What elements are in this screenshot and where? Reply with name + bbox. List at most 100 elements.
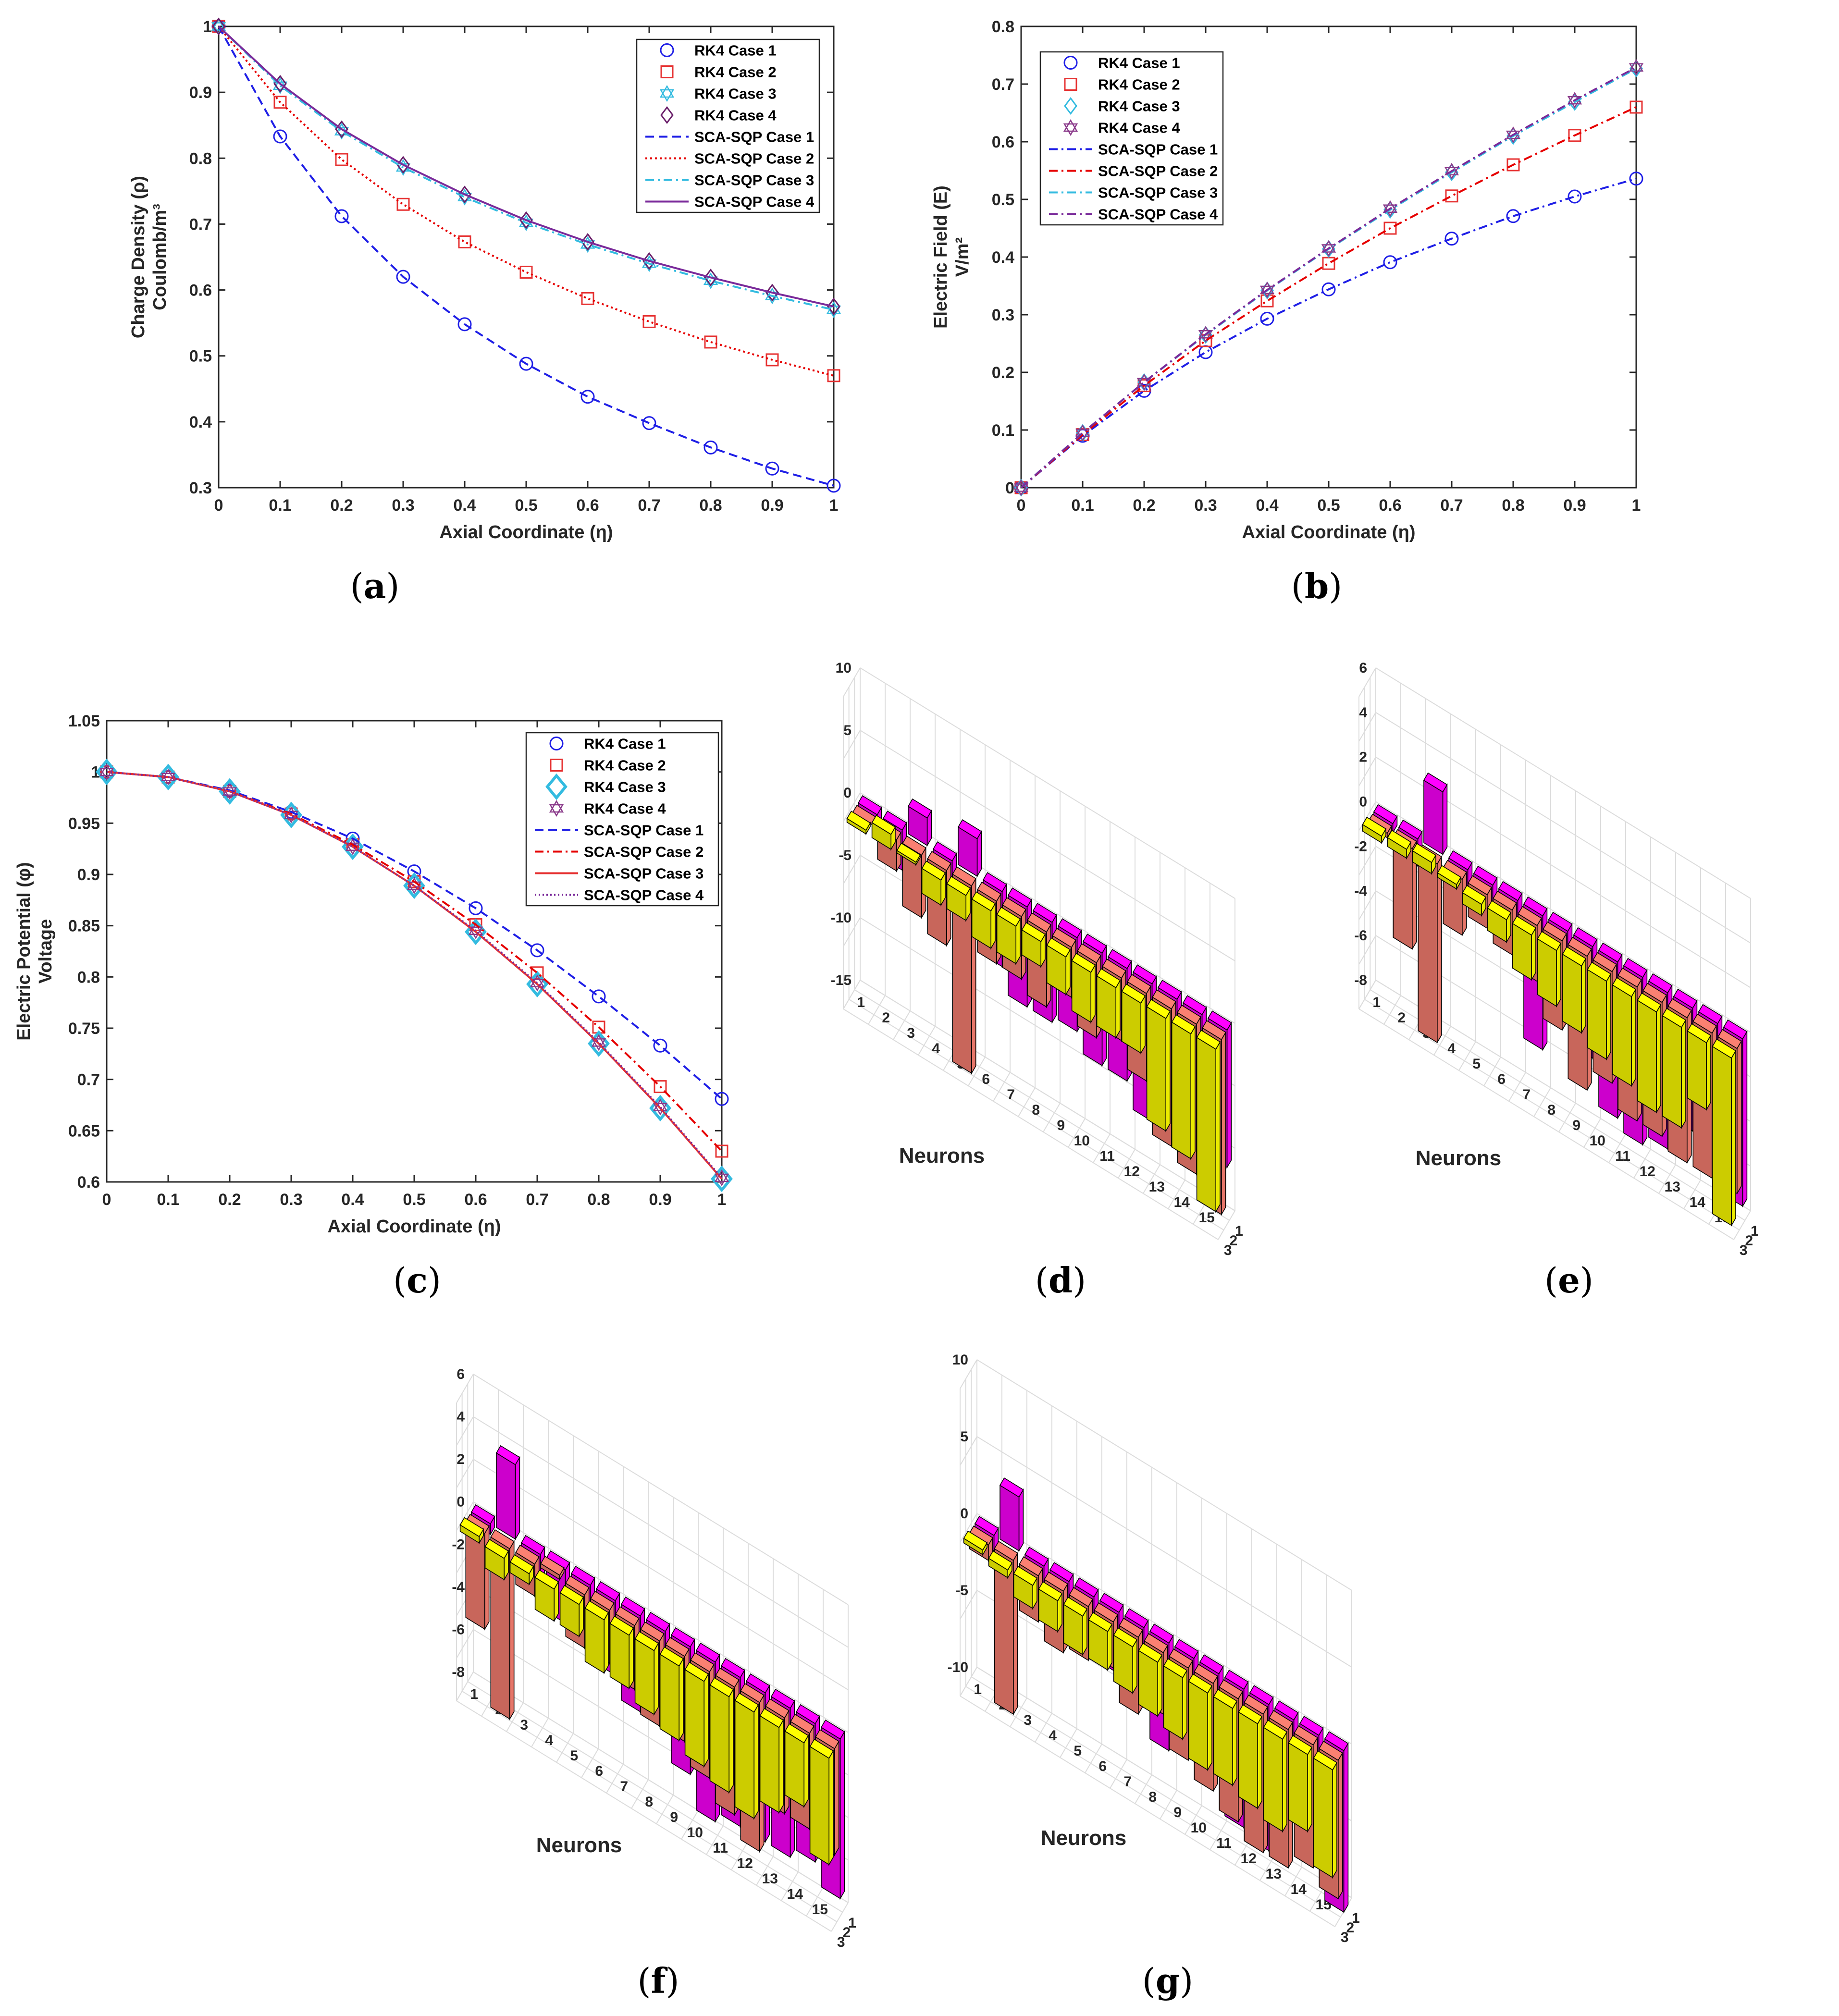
grid-line xyxy=(960,1667,977,1696)
panel-labels: (a) (b) (c) (d) (e) (f) (g) xyxy=(350,565,1593,2001)
bar-face-top xyxy=(670,1627,695,1647)
bar-face-top xyxy=(640,1621,665,1642)
bar-face-top xyxy=(971,891,996,911)
row-tick-label: 8 xyxy=(1547,1102,1555,1118)
z-tick-label: -15 xyxy=(831,972,852,988)
bar-face-side xyxy=(1662,1015,1682,1129)
series-sca-sqp-case-4 xyxy=(106,771,723,1179)
bar-face-front xyxy=(1437,855,1442,1044)
data-point xyxy=(396,197,410,211)
data-point-down xyxy=(591,1038,606,1051)
bar-face-top xyxy=(1592,952,1617,972)
x-tick-label: 0.4 xyxy=(341,1191,364,1209)
bar-face-front xyxy=(1190,1025,1196,1160)
series-sca-sqp-case-1 xyxy=(1020,177,1637,489)
bar-face-top xyxy=(1324,1731,1349,1751)
bar-face-top xyxy=(1717,1029,1742,1049)
bar-face-top xyxy=(977,882,1001,902)
data-point xyxy=(458,235,471,248)
grid-line xyxy=(1010,1697,1027,1727)
data-point xyxy=(715,1092,729,1106)
grid-line xyxy=(976,1359,1352,1591)
grid-line xyxy=(1683,1180,1701,1209)
legend-swatch xyxy=(1064,78,1077,91)
y-axis-label: Coulomb/m³ xyxy=(150,204,170,310)
bar-face-side xyxy=(659,1653,679,1741)
grid-line xyxy=(1533,1087,1551,1117)
legend-label: SCA-SQP Case 2 xyxy=(584,844,704,860)
grid-line xyxy=(843,792,861,822)
chart-c-electric-potential: 0 0.1 0.2 0.3 0.4 0.5 0.6 0.7 0.8 0.9 1 0.6 0.65 0.7 0… xyxy=(14,712,733,1237)
bar xyxy=(999,1477,1024,1552)
bar-face-front xyxy=(1606,972,1611,1061)
data-point xyxy=(334,209,349,223)
bar-face-side xyxy=(634,1638,654,1715)
row-tick-label: 13 xyxy=(762,1871,778,1887)
bar-face-front xyxy=(1656,1003,1661,1114)
bar-face-top xyxy=(996,907,1021,927)
bar-face-top xyxy=(1177,1005,1201,1025)
panel-label-b: (b) xyxy=(1291,565,1343,606)
x-tick-label: 0.8 xyxy=(1502,496,1524,515)
bar xyxy=(1071,953,1096,1024)
bar-face-top xyxy=(1074,1577,1099,1598)
bar-face-top xyxy=(1598,942,1623,963)
bar-face-top xyxy=(1132,964,1157,984)
grid-line xyxy=(1358,801,1376,831)
bar-face-top xyxy=(740,1683,765,1703)
grid-line xyxy=(456,1700,832,1932)
bar-face-top xyxy=(559,1585,584,1605)
data-point xyxy=(827,369,840,382)
row-tick-label: 6 xyxy=(1497,1071,1506,1087)
bar-face-top xyxy=(1094,1602,1118,1623)
grid-line xyxy=(631,1779,649,1809)
bar xyxy=(1263,1720,1288,1833)
bar-face-top xyxy=(1612,977,1637,997)
bar-face-top xyxy=(684,1661,709,1682)
col-tick-label: 1 xyxy=(848,1915,856,1931)
series-line xyxy=(106,771,723,1179)
bar-face-top xyxy=(515,1544,540,1565)
chart-a-charge-density: 0 0.1 0.2 0.3 0.4 0.5 0.6 0.7 0.8 0.9 1 0.3 0.4 0.5 0.… xyxy=(128,17,841,542)
bar-face-top xyxy=(1473,865,1498,886)
bar-face-top xyxy=(720,1658,745,1678)
bar xyxy=(1437,865,1462,891)
bar-face-front xyxy=(704,1672,709,1768)
grid-line xyxy=(960,1696,1335,1927)
bar-face-top xyxy=(690,1652,715,1672)
bar-face-top xyxy=(1512,915,1537,936)
bar-face-top xyxy=(595,1581,620,1601)
bar-face-front xyxy=(828,1749,834,1866)
bar-face-top xyxy=(1082,934,1107,954)
row-tick-label: 7 xyxy=(1123,1774,1132,1790)
x-tick-label: 0.3 xyxy=(280,1191,302,1209)
bar xyxy=(1487,900,1512,944)
panel-label-b-letter: b xyxy=(1305,565,1329,606)
legend-label: SCA-SQP Case 2 xyxy=(1098,163,1218,180)
legend-label: SCA-SQP Case 1 xyxy=(1098,141,1218,158)
z-tick-label: -4 xyxy=(452,1579,465,1595)
z-tick-label: 4 xyxy=(1359,705,1367,721)
data-point xyxy=(530,943,544,958)
bar-face-front xyxy=(654,1642,659,1716)
bar-face-side xyxy=(1171,1021,1191,1160)
bar-face-top xyxy=(745,1673,770,1694)
x-axis-label: Axial Coordinate (η) xyxy=(439,522,613,542)
legend-swatch xyxy=(660,65,674,78)
bar-face-top xyxy=(1567,936,1592,957)
panel-label-a: (a) xyxy=(350,565,400,606)
bar-face-top xyxy=(1163,1658,1188,1678)
grid-line xyxy=(1185,1805,1202,1835)
y-tick-label: 1.05 xyxy=(68,712,100,730)
grid-line xyxy=(993,1072,1011,1102)
row-tick-label: 8 xyxy=(1032,1102,1040,1118)
bar-face-top xyxy=(1623,958,1648,978)
bar xyxy=(809,1738,834,1866)
grid-line xyxy=(1110,1759,1127,1789)
row-tick-label: 14 xyxy=(1291,1881,1307,1897)
data-point xyxy=(1629,100,1643,114)
bar-face-top xyxy=(1398,819,1423,840)
bar xyxy=(1637,992,1662,1114)
bar xyxy=(1537,931,1562,1008)
chart-g-neuron-weights: -10-50510123456789101112131415123Neurons xyxy=(948,1352,1360,1945)
